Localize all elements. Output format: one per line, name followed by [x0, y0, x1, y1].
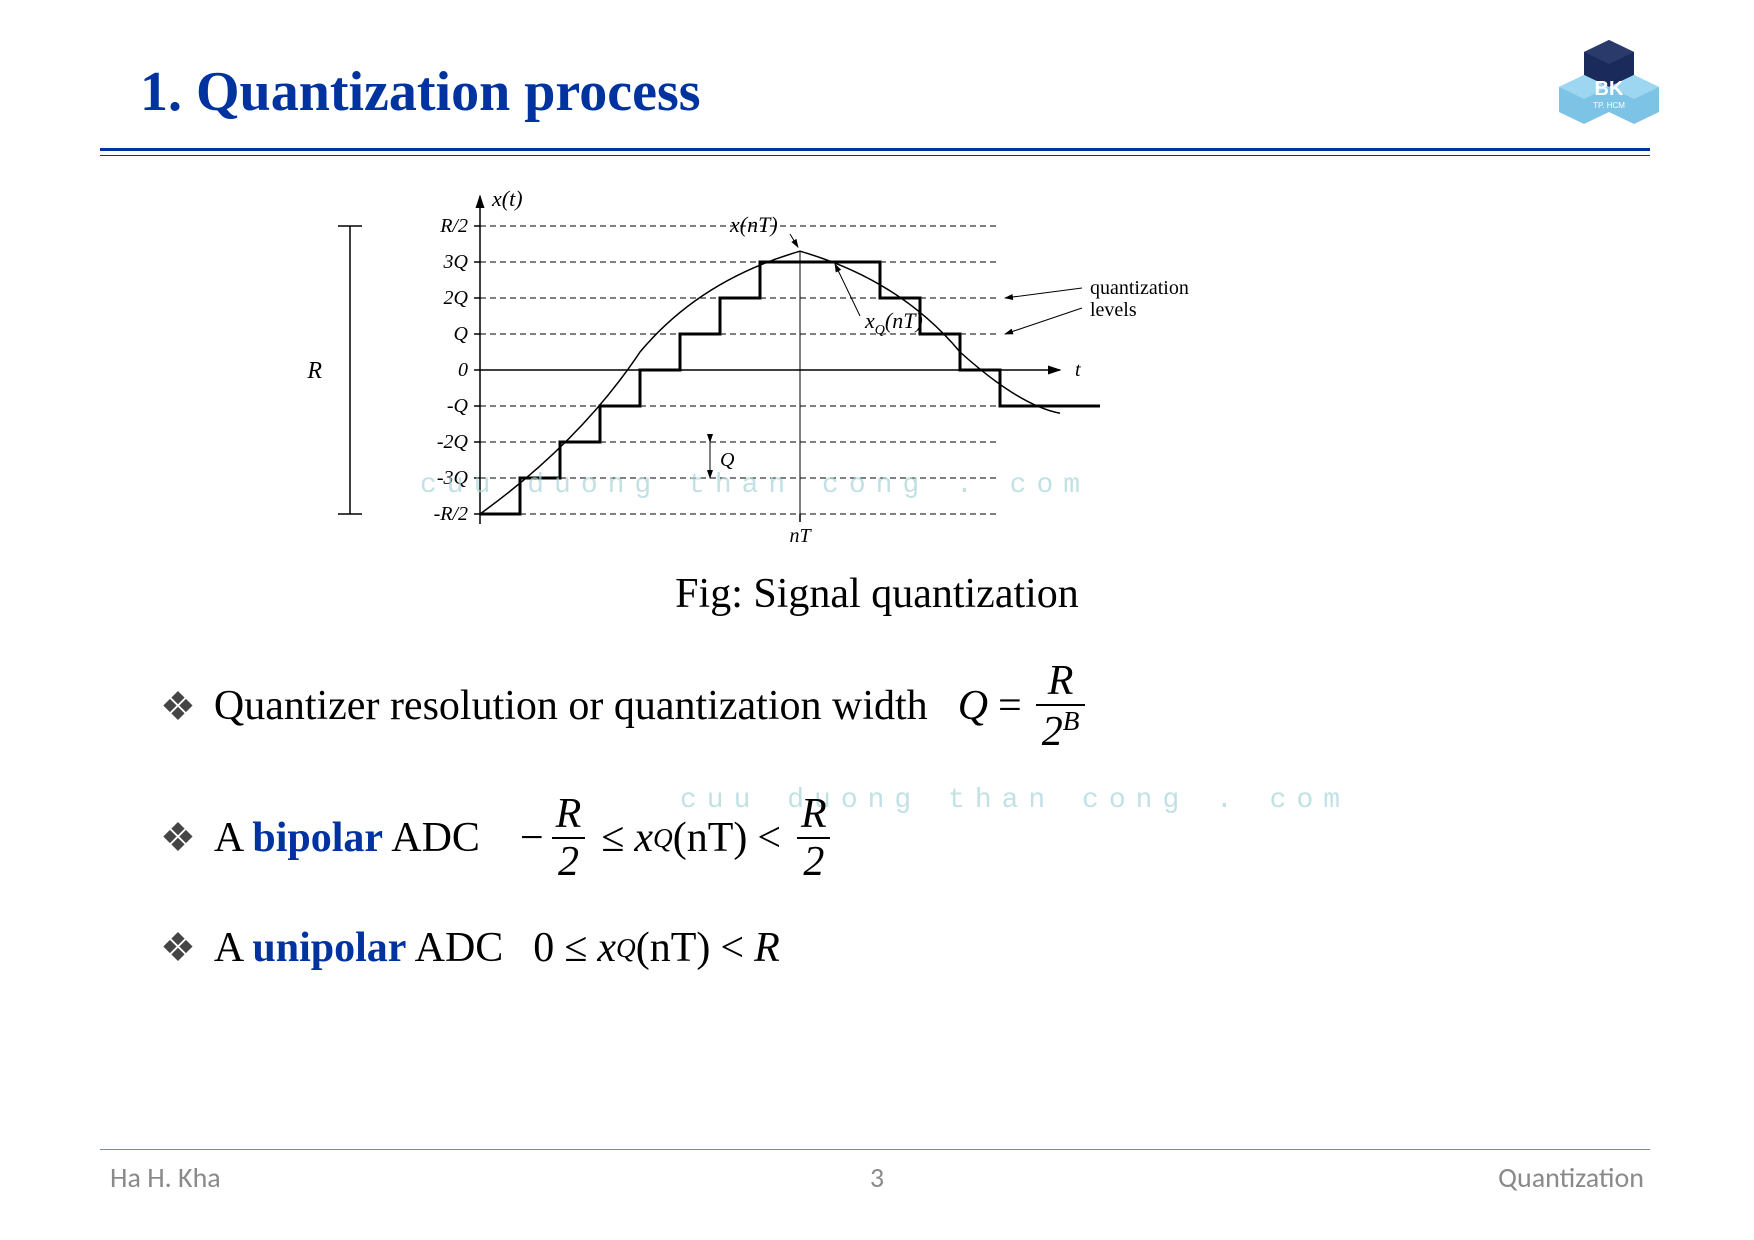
svg-text:Q: Q: [720, 449, 735, 471]
logo-subtext: TP. HCM: [1593, 101, 1625, 110]
footer-rule: [100, 1149, 1650, 1150]
slide-title: 1. Quantization process: [140, 60, 701, 124]
svg-text:-Q: -Q: [447, 395, 469, 417]
svg-text:levels: levels: [1090, 299, 1137, 321]
sym-R: R: [754, 923, 780, 973]
b2-suffix: ADC: [383, 815, 480, 861]
den-base: 2: [1042, 709, 1063, 755]
svg-text:Q: Q: [454, 323, 469, 345]
fraction: R 2B: [1036, 660, 1086, 753]
bullet-resolution: ❖ Quantizer resolution or quantization w…: [160, 660, 1560, 753]
footer-topic: Quantization: [1498, 1160, 1644, 1195]
arg-nT: (nT): [636, 923, 711, 973]
bullet1-text: Quantizer resolution or quantization wid…: [214, 681, 928, 731]
b3-emph: unipolar: [252, 925, 406, 971]
bullet-unipolar: ❖ A unipolar ADC 0 ≤ xQ(nT) < R: [160, 923, 1560, 973]
b2-emph: bipolar: [252, 815, 383, 861]
diamond-icon: ❖: [160, 814, 196, 862]
lt-sign: <: [720, 923, 744, 973]
low-num: R: [550, 793, 588, 837]
sym-x: x: [634, 813, 653, 863]
high-num: R: [795, 793, 833, 837]
sym-Q: Q: [958, 681, 988, 731]
svg-text:x(t): x(t): [491, 186, 523, 211]
svg-text:R/2: R/2: [439, 215, 468, 237]
arg-nT: (nT): [673, 813, 748, 863]
sub-Q: Q: [653, 822, 673, 855]
fraction-high: R 2: [795, 793, 833, 883]
le-sign: ≤: [564, 923, 587, 973]
svg-text:x(nT): x(nT): [729, 212, 778, 237]
low-den: 2: [552, 837, 585, 883]
bullet1-formula: Q = R 2B: [958, 660, 1090, 753]
svg-text:-2Q: -2Q: [437, 431, 469, 453]
high-den: 2: [797, 837, 830, 883]
svg-text:R: R: [306, 358, 322, 384]
le-sign: ≤: [601, 813, 624, 863]
figure-caption: Fig: Signal quantization: [0, 570, 1754, 618]
bullet-list: ❖ Quantizer resolution or quantization w…: [160, 660, 1560, 1013]
logo-text: BK: [1595, 78, 1624, 100]
bullet3-formula: 0 ≤ xQ(nT) < R: [533, 923, 779, 973]
svg-text:quantization: quantization: [1090, 277, 1189, 299]
svg-text:0: 0: [458, 359, 468, 381]
watermark-1: cuu duong than cong . com: [420, 470, 1090, 501]
diamond-icon: ❖: [160, 683, 196, 731]
eq-sign: =: [998, 681, 1022, 731]
title-rule: [100, 148, 1650, 151]
den-exp: B: [1063, 706, 1080, 736]
frac-den: 2B: [1036, 704, 1086, 753]
frac-num: R: [1042, 660, 1080, 704]
bullet-bipolar: ❖ A bipolar ADC − R 2 ≤ xQ(nT) < R 2: [160, 793, 1560, 883]
svg-text:nT: nT: [789, 525, 812, 547]
b3-suffix: ADC: [406, 925, 503, 971]
sym-x: x: [597, 923, 616, 973]
bullet3-text: A unipolar ADC: [214, 923, 503, 973]
zero: 0: [533, 923, 554, 973]
svg-text:2Q: 2Q: [444, 287, 469, 309]
footer-page-number: 3: [0, 1160, 1754, 1195]
minus-sign: −: [520, 813, 544, 863]
plot-svg: R/23Q2QQ0-Q-2Q-3Q-R/2tx(t)nTx(nT)xQ(nT)Q…: [280, 180, 1380, 560]
title-rule-thin: [100, 155, 1650, 156]
diamond-icon: ❖: [160, 924, 196, 972]
lt-sign: <: [757, 813, 781, 863]
bk-logo: BK TP. HCM: [1554, 40, 1664, 140]
b2-prefix: A: [214, 815, 253, 861]
slide: 1. Quantization process BK TP. HCM R/23Q…: [0, 0, 1754, 1240]
b3-prefix: A: [214, 925, 253, 971]
bullet2-text: A bipolar ADC: [214, 813, 480, 863]
quantization-figure: R/23Q2QQ0-Q-2Q-3Q-R/2tx(t)nTx(nT)xQ(nT)Q…: [280, 180, 1380, 560]
fraction-low: R 2: [550, 793, 588, 883]
bullet2-formula: − R 2 ≤ xQ(nT) < R 2: [510, 793, 837, 883]
svg-text:t: t: [1075, 359, 1081, 381]
sub-Q: Q: [616, 932, 636, 965]
svg-text:-R/2: -R/2: [434, 503, 468, 525]
svg-text:3Q: 3Q: [443, 251, 469, 273]
